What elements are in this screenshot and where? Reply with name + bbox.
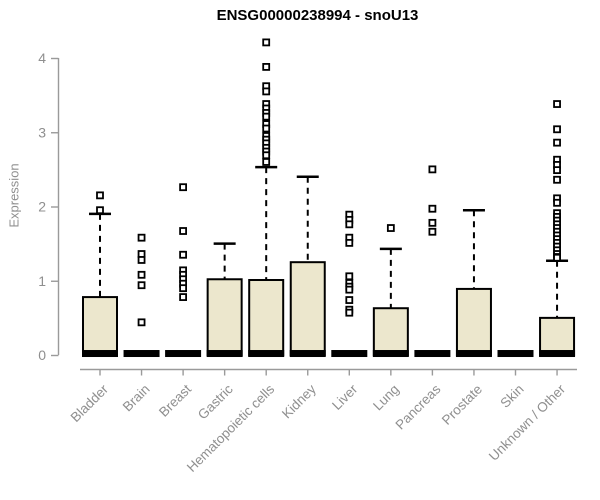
outlier-point	[179, 183, 188, 192]
outlier-point	[262, 151, 271, 160]
outlier-point	[553, 125, 561, 134]
median-bar	[331, 350, 368, 358]
y-tick-label: 1	[38, 273, 46, 289]
box	[82, 296, 118, 356]
y-tick-label: 3	[38, 124, 46, 140]
outlier-point	[553, 138, 561, 147]
outlier-point	[553, 100, 561, 108]
chart-title: ENSG00000238994 - snoU13	[216, 7, 419, 24]
x-tick-label: Kidney	[279, 381, 319, 421]
outlier-point	[553, 175, 561, 184]
outlier-point	[553, 253, 561, 262]
median-bar	[289, 350, 326, 358]
median-bar	[206, 350, 243, 358]
median-bar	[165, 350, 202, 358]
outlier-point	[96, 191, 104, 200]
outlier-point	[179, 293, 188, 301]
outlier-point	[345, 285, 354, 294]
x-tick-label: Skin	[497, 382, 526, 411]
x-tick-label: Gastric	[195, 381, 236, 422]
outlier-point	[262, 63, 271, 71]
outlier-point	[428, 227, 437, 236]
y-tick-label: 4	[38, 50, 46, 66]
x-tick-label: Liver	[329, 381, 361, 413]
outlier-point	[428, 218, 437, 227]
outlier-point	[345, 272, 354, 281]
outlier-point	[179, 227, 188, 235]
outlier-point	[137, 256, 146, 264]
outlier-point	[553, 198, 561, 207]
outlier-point	[137, 318, 146, 327]
outlier-point	[386, 224, 395, 232]
outlier-point	[345, 308, 354, 317]
outlier-point	[262, 87, 271, 96]
median-bar	[539, 350, 576, 358]
box	[372, 307, 409, 357]
median-bar	[248, 350, 285, 358]
box	[455, 287, 492, 357]
median-bar	[82, 350, 118, 358]
median-bar	[455, 350, 492, 358]
outlier-point	[428, 204, 437, 213]
outlier-point	[262, 124, 271, 133]
outlier-point	[179, 284, 188, 293]
x-tick-label: Bladder	[68, 381, 112, 425]
x-tick-label: Breast	[156, 381, 194, 419]
outlier-point	[96, 206, 104, 215]
box	[539, 316, 576, 356]
x-tick-label: Brain	[120, 382, 153, 415]
outlier-point	[179, 250, 188, 259]
box	[248, 279, 285, 357]
outlier-point	[345, 296, 354, 304]
outlier-point	[345, 238, 354, 247]
median-bar	[372, 350, 409, 358]
box	[289, 261, 326, 356]
x-tick-label: Pancreas	[393, 381, 444, 432]
median-bar	[414, 350, 451, 358]
outlier-point	[137, 281, 146, 290]
y-tick-label: 2	[38, 199, 46, 215]
outlier-point	[262, 38, 271, 47]
outlier-point	[137, 233, 146, 242]
x-tick-label: Unknown / Other	[486, 381, 569, 464]
outlier-point	[428, 165, 437, 174]
outlier-point	[553, 166, 561, 175]
box	[206, 278, 243, 357]
x-tick-label: Lung	[370, 382, 402, 414]
median-bar	[497, 350, 534, 358]
y-tick-label: 0	[38, 347, 46, 363]
outlier-point	[345, 220, 354, 229]
outlier-point	[137, 270, 146, 279]
x-tick-label: Prostate	[439, 382, 485, 428]
median-bar	[123, 350, 160, 358]
outlier-point	[262, 112, 271, 121]
outlier-point	[262, 158, 271, 166]
